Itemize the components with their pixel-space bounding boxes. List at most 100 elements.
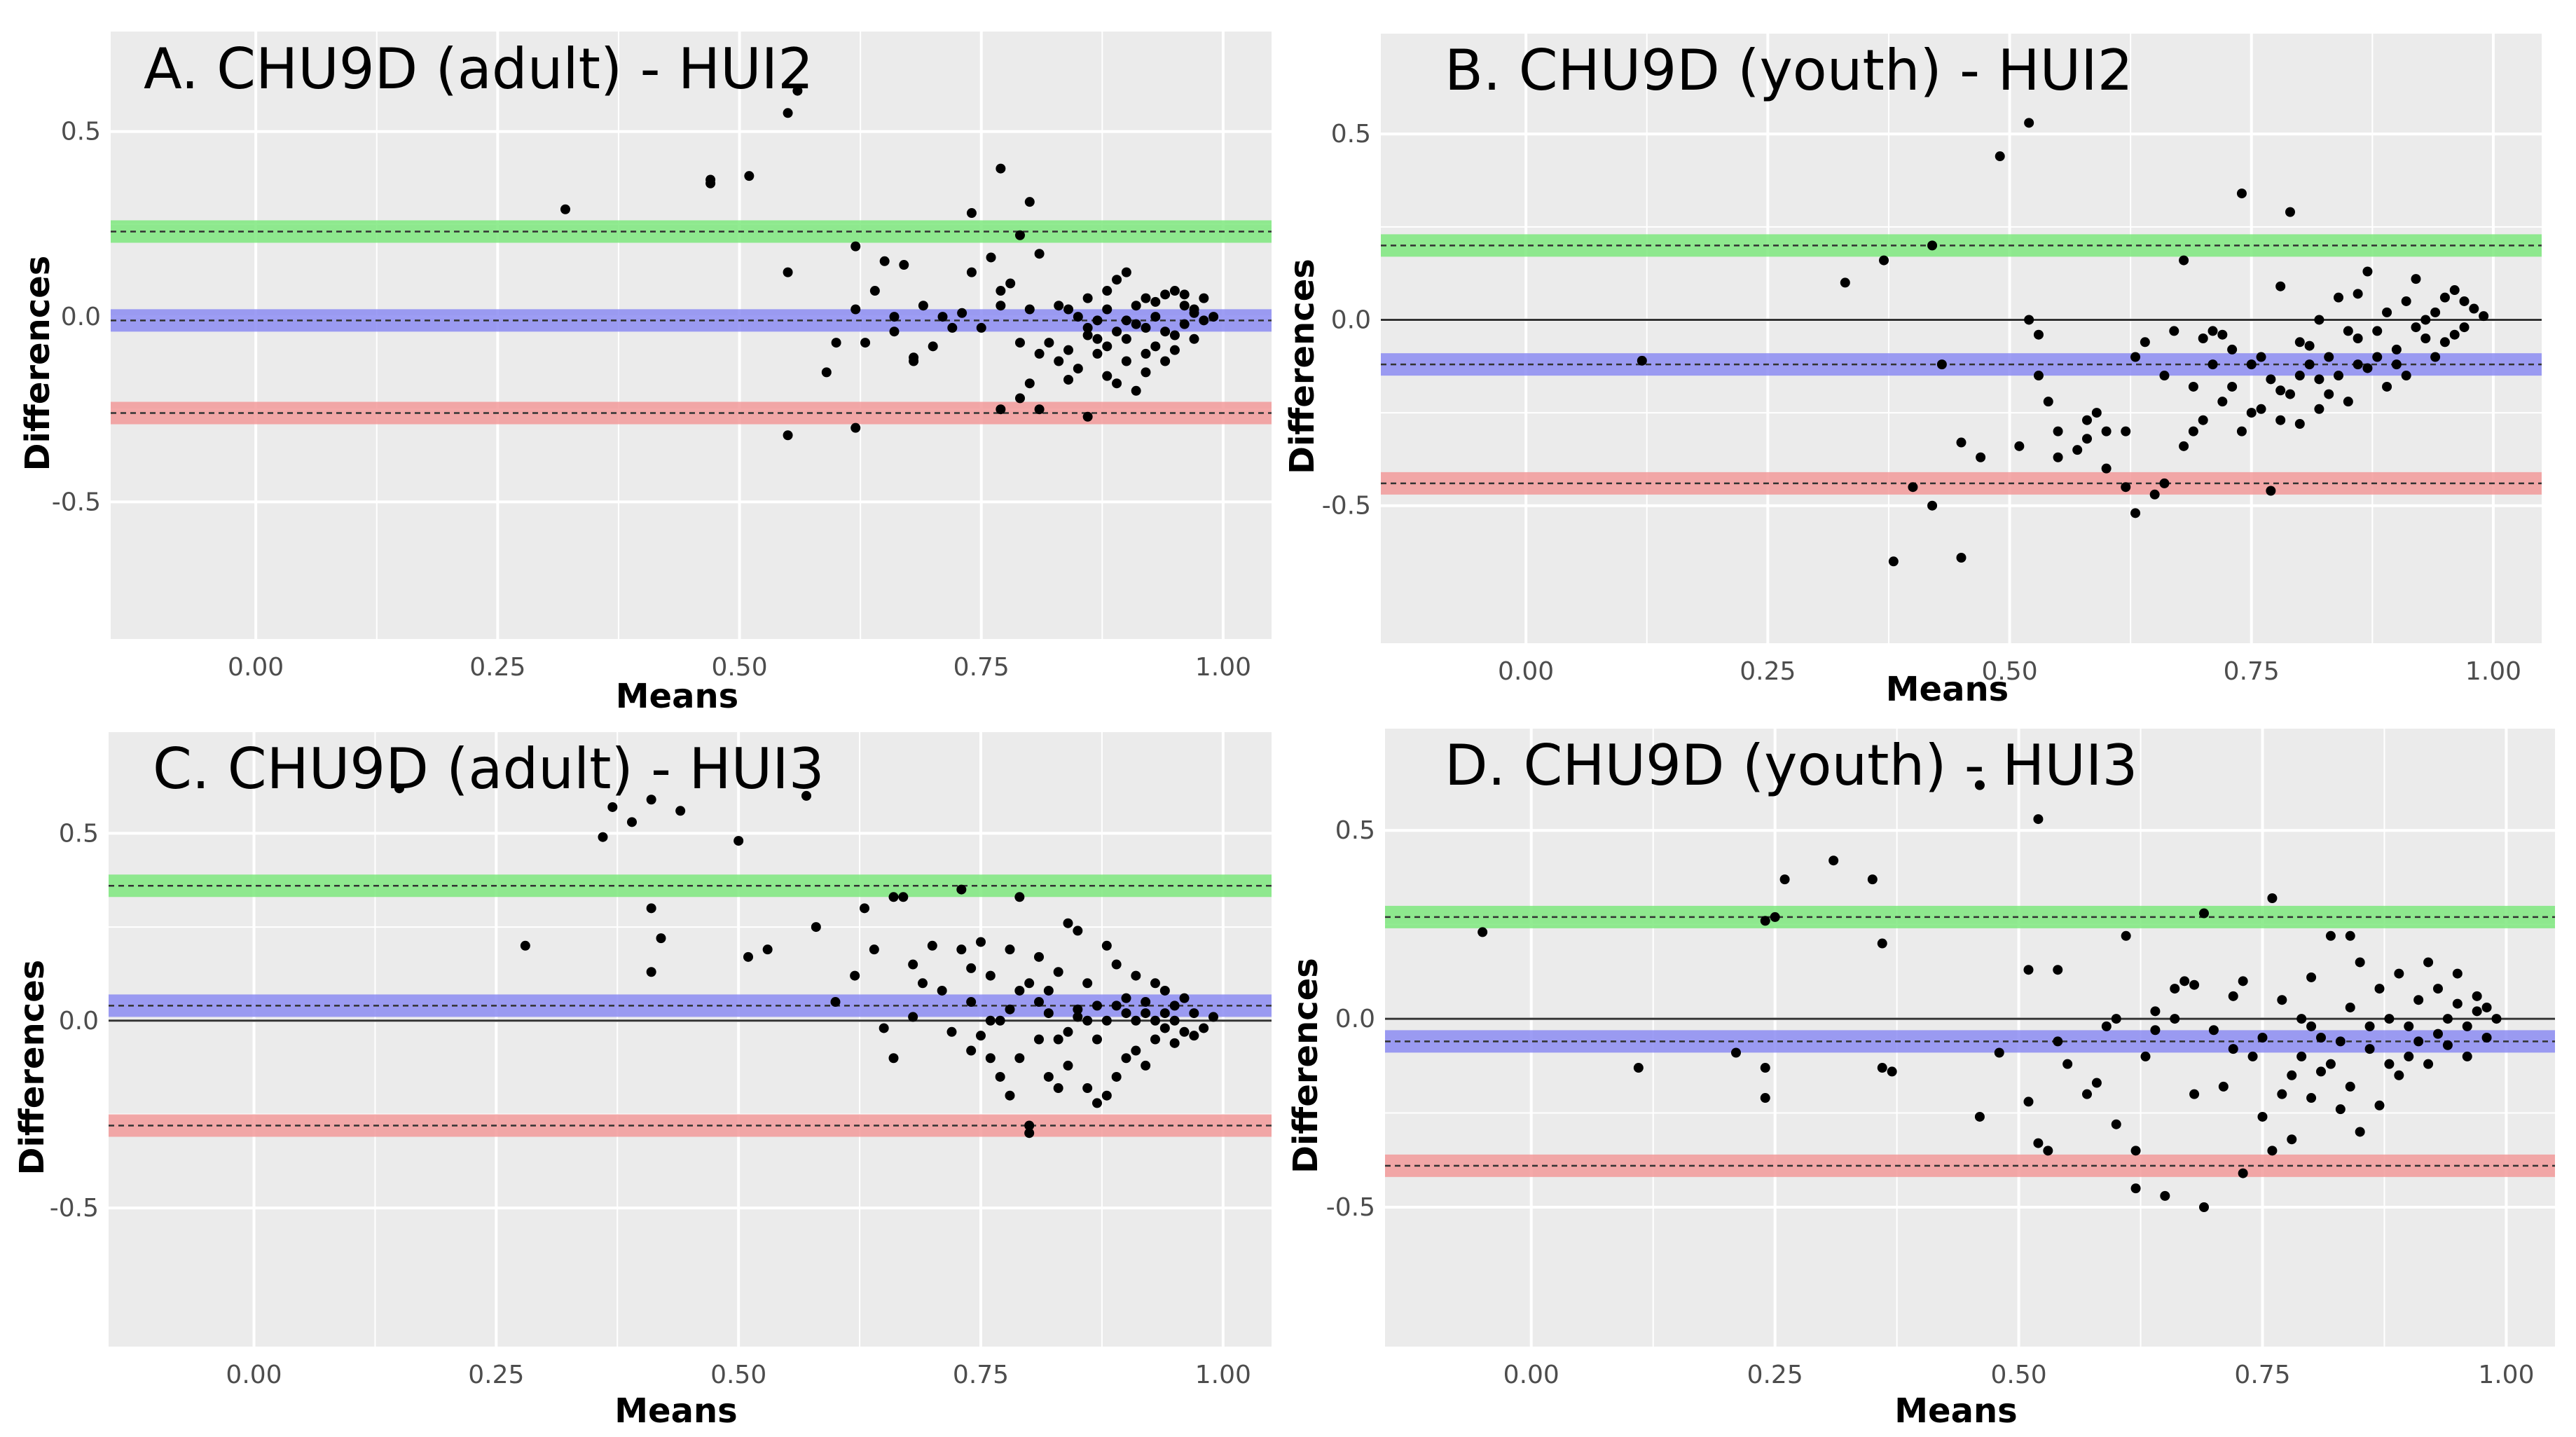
- data-point: [2335, 1104, 2346, 1115]
- data-point: [2246, 408, 2257, 418]
- data-point: [598, 832, 608, 842]
- data-point: [1169, 1001, 1180, 1011]
- data-point: [2170, 1014, 2180, 1024]
- data-point: [889, 312, 900, 322]
- data-point: [2316, 1033, 2326, 1043]
- data-point: [1189, 334, 1199, 344]
- data-point: [762, 944, 773, 955]
- data-point: [985, 970, 996, 981]
- data-point: [898, 892, 909, 902]
- data-point: [1887, 1066, 1897, 1077]
- lower-limit-band: [109, 1114, 1272, 1137]
- mean-difference-band: [1385, 1030, 2555, 1053]
- data-point: [2423, 1059, 2434, 1069]
- x-tick-label: 0.00: [1498, 657, 1554, 686]
- data-point: [1131, 301, 1141, 311]
- data-point: [2452, 968, 2463, 979]
- data-point: [966, 963, 977, 973]
- data-point: [1101, 1015, 1112, 1026]
- data-point: [2491, 1014, 2502, 1024]
- data-point: [1092, 1034, 1102, 1045]
- data-point: [1995, 151, 2005, 162]
- data-point: [966, 997, 977, 1008]
- data-point: [2033, 371, 2044, 381]
- data-point: [2121, 930, 2131, 941]
- data-point: [2207, 359, 2218, 370]
- data-point: [2188, 426, 2198, 436]
- data-point: [1111, 1071, 1122, 1082]
- data-point: [1014, 892, 1025, 902]
- data-point: [1974, 1111, 1985, 1122]
- data-point: [2362, 266, 2373, 277]
- data-point: [1092, 348, 1103, 359]
- x-axis-title: Means: [614, 1391, 737, 1431]
- data-point: [937, 985, 947, 996]
- data-point: [1082, 293, 1093, 303]
- data-point: [783, 430, 793, 441]
- y-tick-label: -0.5: [52, 488, 101, 516]
- data-point: [1131, 970, 1141, 981]
- data-point: [1150, 1034, 1160, 1045]
- data-point: [2198, 334, 2208, 343]
- y-tick-label: 0.5: [59, 819, 99, 848]
- data-point: [2343, 397, 2353, 407]
- data-point: [2236, 188, 2247, 199]
- data-point: [986, 252, 996, 263]
- data-point: [1936, 359, 1947, 370]
- data-point: [743, 951, 753, 962]
- data-point: [2217, 329, 2228, 340]
- data-point: [2111, 1014, 2121, 1024]
- data-point: [744, 171, 755, 181]
- data-point: [2266, 374, 2276, 385]
- data-point: [2227, 381, 2238, 392]
- data-point: [821, 367, 832, 378]
- data-point: [2140, 1051, 2151, 1061]
- data-point: [1169, 330, 1180, 341]
- y-tick-label: -0.5: [1322, 492, 1371, 521]
- data-point: [2218, 1081, 2229, 1092]
- upper-limit-band: [1381, 234, 2542, 257]
- data-point: [966, 208, 977, 219]
- data-point: [2238, 976, 2248, 986]
- data-point: [1160, 289, 1171, 300]
- data-point: [1908, 482, 1918, 493]
- data-point: [1034, 1034, 1044, 1045]
- data-point: [2324, 352, 2334, 362]
- data-point: [976, 322, 986, 333]
- data-point: [1121, 1053, 1131, 1064]
- data-point: [2082, 415, 2093, 425]
- data-point: [2082, 1089, 2092, 1099]
- data-point: [1160, 356, 1171, 366]
- data-point: [1053, 1083, 1063, 1094]
- data-point: [1141, 348, 1151, 359]
- data-point: [2325, 1059, 2336, 1069]
- x-tick-label: 0.25: [1740, 657, 1796, 686]
- x-tick-label: 0.25: [469, 653, 525, 682]
- data-point: [1034, 404, 1045, 415]
- data-point: [2101, 463, 2112, 474]
- data-point: [831, 338, 841, 348]
- data-point: [888, 892, 899, 902]
- x-tick-label: 1.00: [1195, 653, 1251, 682]
- data-point: [2053, 426, 2063, 436]
- x-tick-label: 0.00: [1503, 1361, 1559, 1389]
- y-tick-label: -0.5: [50, 1194, 99, 1223]
- data-point: [1760, 1093, 1770, 1103]
- data-point: [2091, 408, 2102, 418]
- data-point: [1956, 437, 1967, 448]
- x-tick-label: 1.00: [2465, 657, 2521, 686]
- data-point: [811, 922, 821, 933]
- data-point: [1082, 1083, 1093, 1094]
- x-tick-label: 0.00: [228, 653, 284, 682]
- data-point: [1111, 1001, 1122, 1011]
- data-point: [2285, 207, 2295, 217]
- upper-limit-band: [1385, 905, 2555, 928]
- data-point: [1102, 341, 1113, 352]
- data-point: [1131, 319, 1141, 329]
- data-point: [2159, 478, 2170, 488]
- data-point: [646, 903, 656, 914]
- data-point: [2130, 508, 2141, 518]
- data-point: [2449, 285, 2460, 296]
- data-point: [1121, 315, 1131, 326]
- data-point: [985, 1015, 996, 1026]
